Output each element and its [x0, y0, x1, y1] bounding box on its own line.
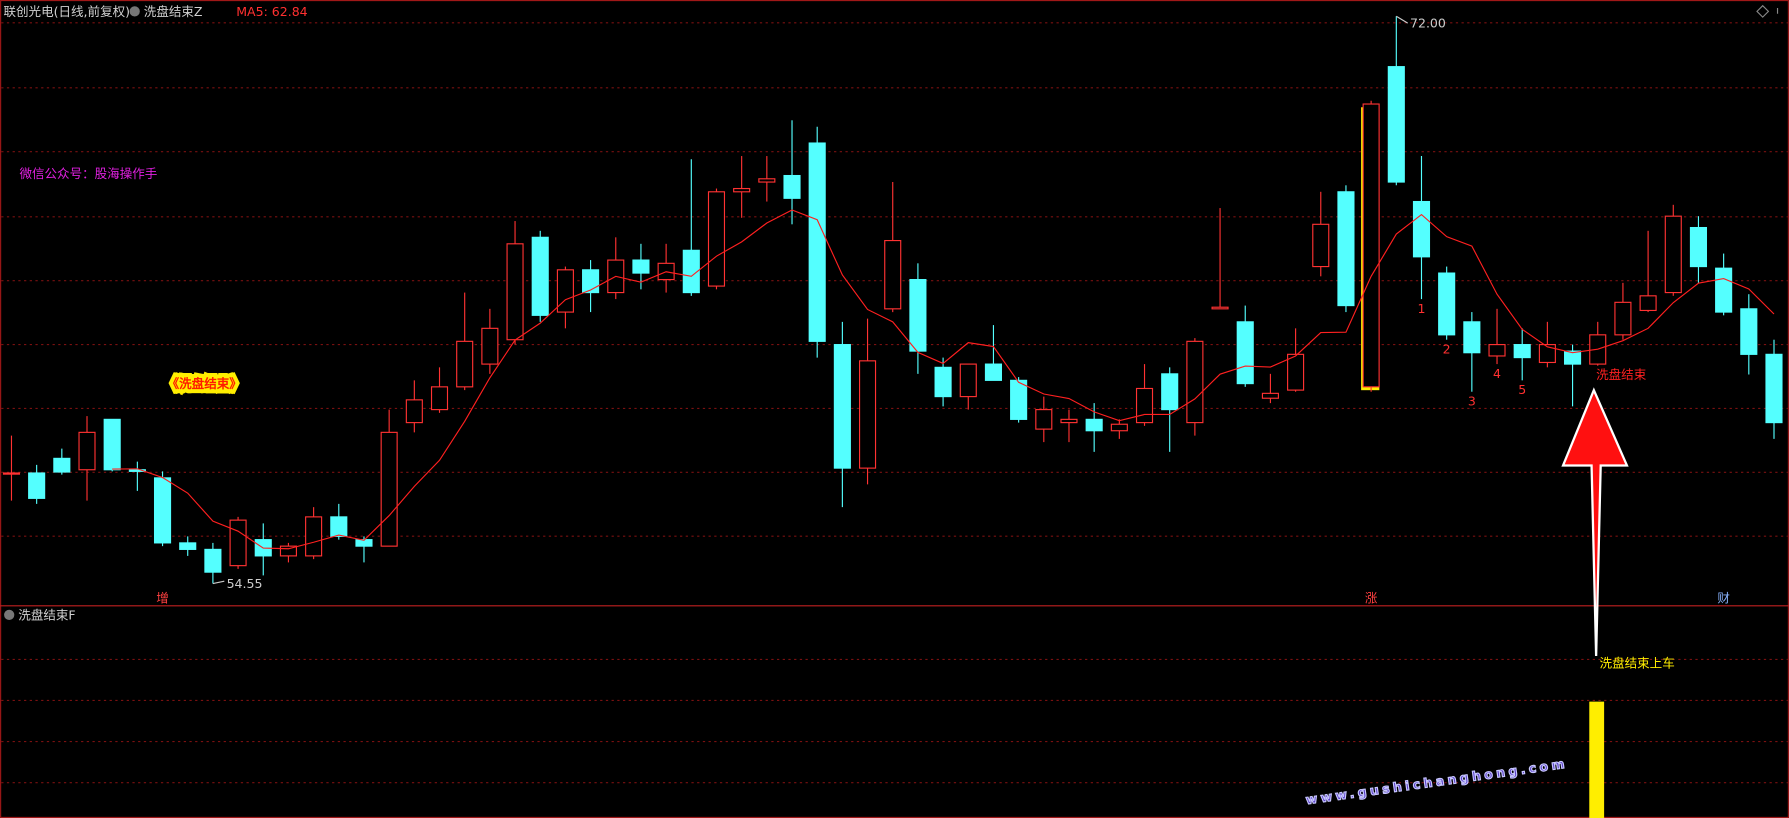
candle-body: [582, 269, 600, 294]
candle-body: [1110, 423, 1128, 432]
high-leader: [1396, 15, 1409, 24]
dropdown-icon[interactable]: [129, 6, 140, 17]
candle-body: [279, 545, 297, 557]
candle-body: [1261, 392, 1279, 399]
candle-body: [531, 236, 549, 316]
candle-body: [1740, 308, 1758, 355]
candle-body: [1035, 409, 1053, 430]
candle-body: [909, 279, 927, 352]
stock-title: 联创光电(日线,前复权): [3, 4, 130, 19]
corner-icons[interactable]: [1756, 4, 1779, 18]
dropdown-icon[interactable]: [4, 609, 15, 621]
candle-body: [1060, 418, 1078, 424]
candle-body: [28, 472, 46, 499]
candle-body: [1186, 340, 1204, 424]
candle-body: [78, 431, 96, 471]
candle-body: [1614, 301, 1632, 336]
candle-body: [1010, 379, 1028, 420]
candle-body: [858, 360, 877, 469]
candle-body: [53, 457, 71, 473]
candle-body: [682, 249, 700, 294]
candle-body: [1337, 191, 1355, 307]
candle-body: [1085, 418, 1103, 432]
candle-body: [1689, 226, 1708, 268]
count-label: 5: [1518, 382, 1526, 397]
count-label: 1: [1417, 301, 1425, 316]
candle-body: [1564, 350, 1582, 365]
candle-body: [1639, 295, 1657, 312]
candle-body: [1161, 373, 1179, 411]
low-leader: [212, 580, 225, 585]
candle-body: [103, 418, 121, 471]
count-label: 4: [1493, 366, 1501, 381]
candle-body: [959, 363, 977, 398]
candle-body: [229, 519, 247, 567]
candle-body: [179, 542, 197, 550]
candle-body: [204, 548, 222, 573]
candle-body: [934, 366, 952, 398]
ma-label: MA5: 62.84: [236, 4, 307, 19]
candle-body: [1715, 267, 1733, 313]
candle-body: [128, 469, 146, 472]
low-label: 54.55: [227, 576, 263, 591]
candle-body: [783, 174, 801, 199]
candle-body: [1387, 66, 1405, 183]
arrow: [1561, 387, 1629, 657]
candle-body: [1538, 344, 1556, 364]
candle-body: [632, 259, 650, 274]
candle-body: [2, 472, 21, 475]
entry-bar: [1589, 701, 1605, 818]
candle-body: [1765, 353, 1783, 424]
candle-body: [1438, 272, 1456, 336]
candle-body: [707, 191, 726, 287]
indicator-name: 洗盘结束Z: [144, 4, 203, 19]
candle-body: [506, 243, 524, 341]
candle-body: [808, 142, 826, 342]
candle-body: [405, 399, 423, 424]
candle-body: [833, 344, 851, 469]
candle-body: [1412, 200, 1431, 258]
marker: 增: [156, 590, 169, 605]
candles: [2, 16, 1783, 584]
signal-text: 洗盘结束: [1596, 367, 1647, 382]
candle-body: [330, 516, 348, 537]
candle-body: [1513, 344, 1531, 359]
candle-body: [481, 327, 499, 365]
marker: 涨: [1365, 590, 1378, 605]
marker: 财: [1717, 590, 1730, 605]
candle-body: [305, 516, 323, 557]
candle-body: [733, 187, 751, 193]
ma-line: [112, 209, 1775, 550]
candle-body: [456, 340, 474, 388]
candle-body: [984, 363, 1003, 381]
lower-panel-title: 洗盘结束F: [18, 607, 75, 622]
candle-body: [1312, 223, 1330, 268]
big-title: 《洗盘结束》: [167, 376, 242, 391]
candle-body: [556, 269, 574, 313]
candle-body: [1463, 321, 1481, 354]
candle-body: [1211, 306, 1229, 310]
candle-body: [1664, 215, 1682, 294]
candle-body: [884, 239, 902, 310]
candle-body: [153, 477, 172, 544]
wechat-text: 微信公众号：股海操作手: [19, 166, 157, 181]
candle-body: [1362, 103, 1380, 388]
entry-text: 洗盘结束上车: [1600, 655, 1675, 670]
grid: [1, 22, 1788, 784]
count-label: 2: [1443, 341, 1451, 356]
candle-body: [1135, 387, 1154, 424]
high-label: 72.00: [1410, 16, 1446, 31]
candle-body: [1287, 353, 1305, 391]
candle-body: [380, 431, 398, 547]
candle-body: [430, 386, 449, 411]
candle-body: [1236, 321, 1254, 385]
count-label: 3: [1468, 393, 1476, 408]
candle-body: [758, 178, 776, 183]
candle-body: [1488, 344, 1506, 357]
